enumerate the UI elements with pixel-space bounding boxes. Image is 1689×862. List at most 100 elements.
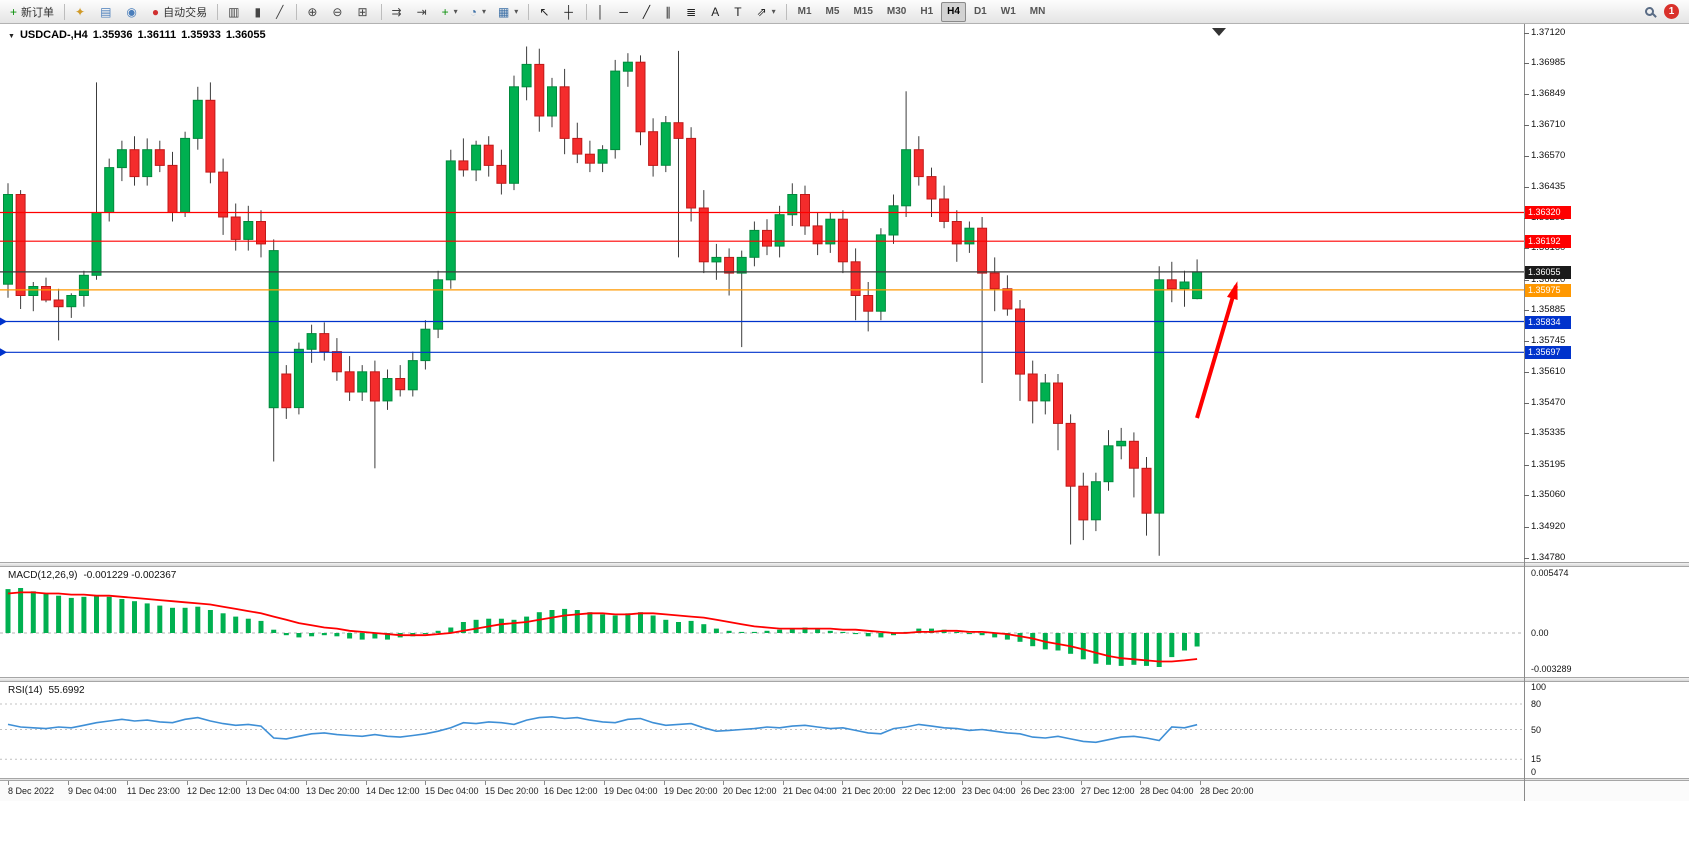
time-axis-label: 12 Dec 12:00	[187, 786, 241, 796]
panel-separator[interactable]	[0, 778, 1689, 781]
time-axis-label: 28 Dec 04:00	[1140, 786, 1194, 796]
macd-panel[interactable]	[0, 567, 1689, 677]
zoom-in-button[interactable]: ⊕	[302, 2, 325, 22]
price-tick	[1524, 94, 1529, 95]
bar-chart-button[interactable]: ▥	[223, 2, 247, 22]
zoom-out-button[interactable]: ⊖	[327, 2, 350, 22]
new-order-button[interactable]: + 新订单	[5, 2, 59, 22]
price-level-label: 1.36192	[1525, 235, 1571, 248]
templates-button[interactable]: ▦ ▾	[493, 2, 523, 22]
arrows-button[interactable]: ⇗ ▾	[752, 2, 781, 22]
price-tick	[1524, 33, 1529, 34]
tile-windows-button[interactable]: ⊞	[352, 2, 375, 22]
price-axis-label: 1.34920	[1531, 521, 1566, 532]
channel-button[interactable]: ∥	[660, 2, 679, 22]
chevron-down-icon: ▾	[514, 7, 519, 16]
arrows-icon: ⇗	[756, 4, 767, 19]
price-tick	[1524, 125, 1529, 126]
periods-button[interactable]: ◔ ▾	[465, 2, 491, 22]
candlestick-chart-button[interactable]: ▮	[250, 2, 270, 22]
text-button[interactable]: A	[706, 2, 727, 22]
timeframe-h1-button[interactable]: H1	[920, 6, 934, 17]
time-tick	[842, 781, 843, 785]
time-axis-label: 14 Dec 12:00	[366, 786, 420, 796]
price-axis-label: 1.37120	[1531, 27, 1566, 38]
time-tick	[783, 781, 784, 785]
trend-arrow[interactable]	[1195, 285, 1238, 419]
text-label-button[interactable]: T	[729, 2, 749, 22]
price-axis-label: 1.35335	[1531, 427, 1566, 438]
time-tick	[962, 781, 963, 785]
price-tick	[1524, 558, 1529, 559]
price-tick	[1524, 248, 1529, 249]
timeframe-m15-button[interactable]: M15	[853, 6, 873, 17]
price-axis-label: 1.34780	[1531, 552, 1566, 563]
chart-shift-marker[interactable]	[1212, 28, 1226, 36]
line-chart-button[interactable]: ╱	[271, 2, 291, 22]
horizontal-line-button[interactable]: ─	[614, 2, 636, 22]
price-chart-canvas[interactable]	[0, 24, 1689, 564]
timeframe-h4-button[interactable]: H4	[941, 1, 966, 22]
time-tick	[902, 781, 903, 785]
time-tick	[723, 781, 724, 785]
timeframe-mn-button[interactable]: MN	[1029, 6, 1046, 17]
macd-canvas[interactable]	[0, 567, 1689, 677]
time-axis[interactable]	[0, 781, 1689, 801]
community-button[interactable]: ◉	[121, 2, 144, 22]
timeframe-m1-button[interactable]: M1	[797, 6, 812, 17]
ohlc-high: 1.36111	[137, 29, 177, 41]
time-axis-label: 15 Dec 04:00	[425, 786, 479, 796]
panel-separator[interactable]	[0, 562, 1689, 567]
macd-axis-label: -0.003289	[1531, 664, 1572, 674]
auto-scroll-icon: ⇉	[391, 4, 402, 19]
rsi-canvas[interactable]	[0, 682, 1689, 778]
autotrading-button[interactable]: ● 自动交易	[147, 2, 212, 22]
price-axis-label: 1.35470	[1531, 397, 1566, 408]
timeframe-m5-button[interactable]: M5	[825, 6, 840, 17]
panel-separator[interactable]	[0, 677, 1689, 682]
autotrading-icon: ●	[151, 4, 160, 19]
price-tick	[1524, 433, 1529, 434]
chevron-down-icon: ▾	[771, 7, 776, 16]
horizontal-line-icon: ─	[619, 4, 628, 19]
timeframe-w1-button[interactable]: W1	[1000, 6, 1016, 17]
macd-axis-label: 0.00	[1531, 628, 1549, 638]
crosshair-button[interactable]: ┼	[559, 2, 581, 22]
horn-icon: ✦	[75, 4, 86, 19]
rsi-panel[interactable]	[0, 682, 1689, 778]
search-icon[interactable]	[1645, 7, 1654, 16]
auto-scroll-button[interactable]: ⇉	[387, 2, 410, 22]
chevron-down-icon: ▾	[481, 7, 486, 16]
time-axis-label: 26 Dec 23:00	[1021, 786, 1075, 796]
notification-badge[interactable]: 1	[1664, 4, 1679, 19]
price-tick	[1524, 465, 1529, 466]
community-icon: ◉	[126, 4, 137, 19]
time-axis-label: 19 Dec 20:00	[664, 786, 718, 796]
trendline-button[interactable]: ╱	[638, 2, 658, 22]
price-chart-panel[interactable]	[0, 24, 1689, 564]
text-label-icon: T	[734, 4, 742, 19]
clock-icon: ◔	[469, 4, 477, 19]
fibonacci-button[interactable]: ≣	[681, 2, 704, 22]
chart-shift-button[interactable]: ⇥	[412, 2, 435, 22]
depth-of-market-button[interactable]: ▤	[95, 2, 119, 22]
horn-button[interactable]: ✦	[70, 2, 93, 22]
tile-windows-icon: ⊞	[357, 4, 368, 19]
price-tick	[1524, 310, 1529, 311]
vertical-line-button[interactable]: │	[592, 2, 613, 22]
template-icon: ▦	[497, 4, 510, 19]
symbol-marker-icon: ▼	[8, 33, 15, 40]
time-tick	[425, 781, 426, 785]
timeframe-d1-button[interactable]: D1	[973, 6, 987, 17]
timeframe-m30-button[interactable]: M30	[886, 6, 907, 17]
toolbar: + 新订单 ✦ ▤ ◉ ● 自动交易 ▥ ▮ ╱ ⊕ ⊖ ⊞ ⇉ ⇥ + ▾ ◔ ▾ ▦ ▾ ↖ ┼ │ ─ ╱ ∥ ≣ A T ⇗ ▾ M1 M…	[0, 0, 1689, 24]
time-axis-label: 11 Dec 23:00	[127, 786, 180, 796]
time-axis-label: 23 Dec 04:00	[962, 786, 1016, 796]
cursor-button[interactable]: ↖	[534, 2, 557, 22]
time-tick	[187, 781, 188, 785]
cursor-icon: ↖	[539, 4, 550, 19]
time-axis-label: 21 Dec 20:00	[842, 786, 896, 796]
indicators-add-icon: +	[441, 4, 449, 19]
indicators-button[interactable]: + ▾	[437, 2, 463, 22]
toolbar-right: 1	[1645, 4, 1679, 19]
